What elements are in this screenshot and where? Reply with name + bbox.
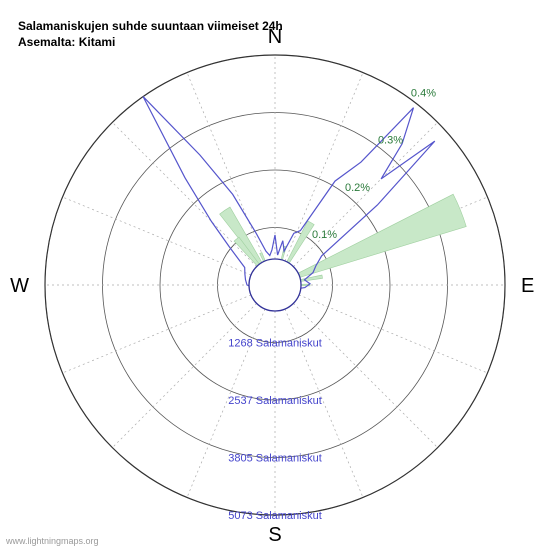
svg-text:E: E <box>521 275 534 297</box>
svg-text:0.2%: 0.2% <box>345 182 370 194</box>
svg-text:0.3%: 0.3% <box>378 135 403 147</box>
svg-text:W: W <box>10 275 29 297</box>
svg-text:0.4%: 0.4% <box>411 88 436 100</box>
svg-text:S: S <box>268 524 281 546</box>
svg-text:1268 Salamaniskut: 1268 Salamaniskut <box>228 338 322 350</box>
svg-text:5073 Salamaniskut: 5073 Salamaniskut <box>228 510 322 522</box>
polar-chart: 1268 Salamaniskut 0.1% 2537 Salamaniskut 0.… <box>0 0 550 550</box>
svg-text:3805 Salamaniskut: 3805 Salamaniskut <box>228 453 322 465</box>
svg-text:0.1%: 0.1% <box>312 229 337 241</box>
watermark: www.lightningmaps.org <box>6 536 99 546</box>
chart-title: Salamaniskujen suhde suuntaan viimeiset … <box>18 18 283 50</box>
svg-text:2537 Salamaniskut: 2537 Salamaniskut <box>228 395 322 407</box>
